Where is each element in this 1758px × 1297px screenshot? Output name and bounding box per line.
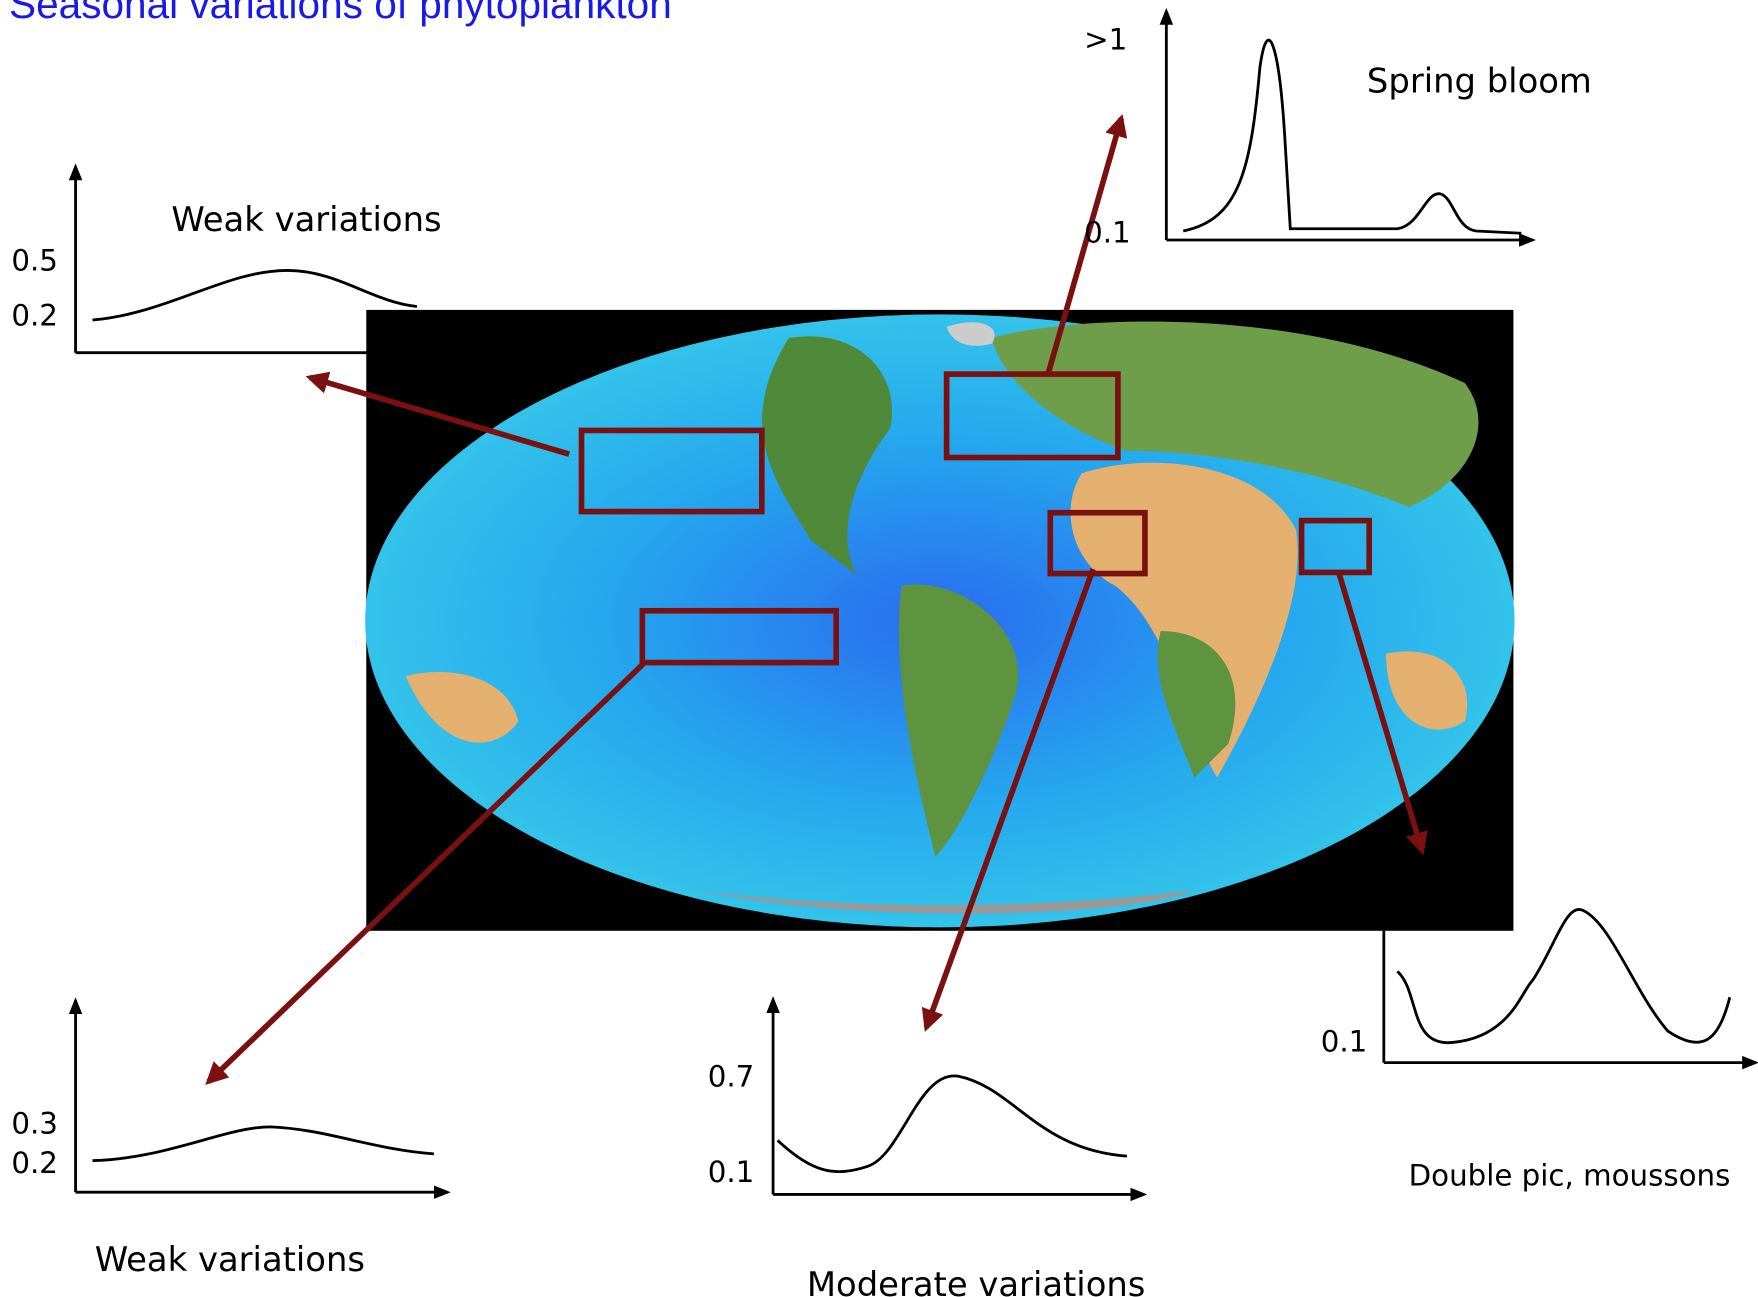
tick-label: 0.7: [708, 1059, 755, 1093]
panel-label: Moderate variations: [807, 1265, 1146, 1297]
curve: [1396, 907, 1732, 1044]
tick-label: 0.5: [11, 243, 58, 277]
panel-label: Double pic, moussons: [1409, 1158, 1731, 1192]
curve: [92, 269, 418, 322]
panel-label: Spring bloom: [1367, 61, 1592, 100]
slide-title: Seasonal variations of phytoplankton: [9, 0, 672, 27]
tick-label: 0.3: [11, 1107, 58, 1141]
curve: [776, 1074, 1128, 1173]
world-map: [365, 309, 1515, 931]
tick-label: 0.2: [11, 1146, 58, 1180]
panel-label: Weak variations: [171, 200, 441, 239]
tick-label: 0.2: [11, 299, 58, 333]
panel: Double pic, moussons 0.1: [1321, 907, 1758, 1192]
tick-label: 0.1: [1321, 1024, 1368, 1058]
panel: Weak variations 0.5 0.2: [11, 163, 442, 355]
curve: [1182, 38, 1522, 235]
panel: Moderate variations 0.7 0.1: [708, 996, 1148, 1297]
callouts: [205, 113, 1428, 1085]
tick-label: 0.1: [708, 1155, 755, 1189]
panel-label: Weak variations: [95, 1240, 365, 1279]
panel: Spring bloom >1 0.1: [1084, 7, 1592, 249]
tick-label: >1: [1084, 23, 1127, 57]
panel: Weak variations 0.3 0.2: [11, 997, 451, 1279]
tick-label: 0.1: [1084, 215, 1131, 249]
curve: [92, 1125, 434, 1163]
